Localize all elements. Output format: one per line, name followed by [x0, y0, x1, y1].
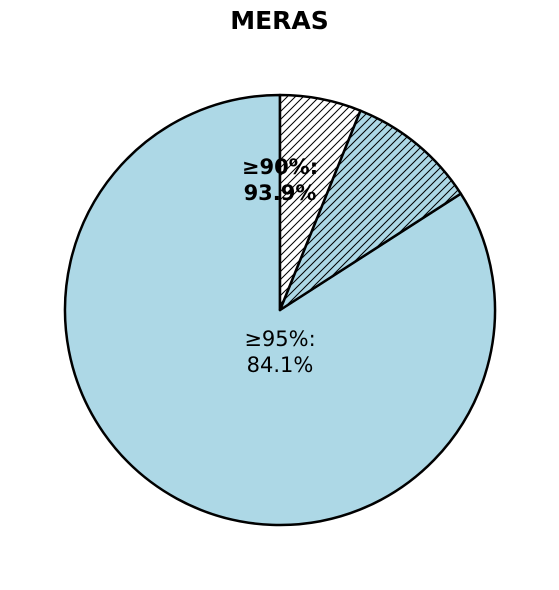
pie-slice-hatch-3	[280, 95, 361, 310]
chart-title: MERAS	[230, 6, 329, 35]
pie-slices	[63, 93, 497, 527]
pie-slice-edge-3	[278, 93, 362, 312]
pie-slice-edge-1	[63, 93, 497, 527]
annotation-2-line-1: ≥90%:	[242, 155, 318, 179]
annotation-1-line-2: 84.1%	[247, 353, 314, 377]
pie-slice-edge-2	[278, 109, 463, 312]
pie-labels: ≥95%:84.1% ≥90%:93.9%	[242, 155, 318, 377]
pie-slice-hatch-2	[280, 110, 461, 310]
annotation-1-line-1: ≥95%:	[244, 327, 315, 351]
annotation-2-line-2: 93.9%	[244, 181, 317, 205]
